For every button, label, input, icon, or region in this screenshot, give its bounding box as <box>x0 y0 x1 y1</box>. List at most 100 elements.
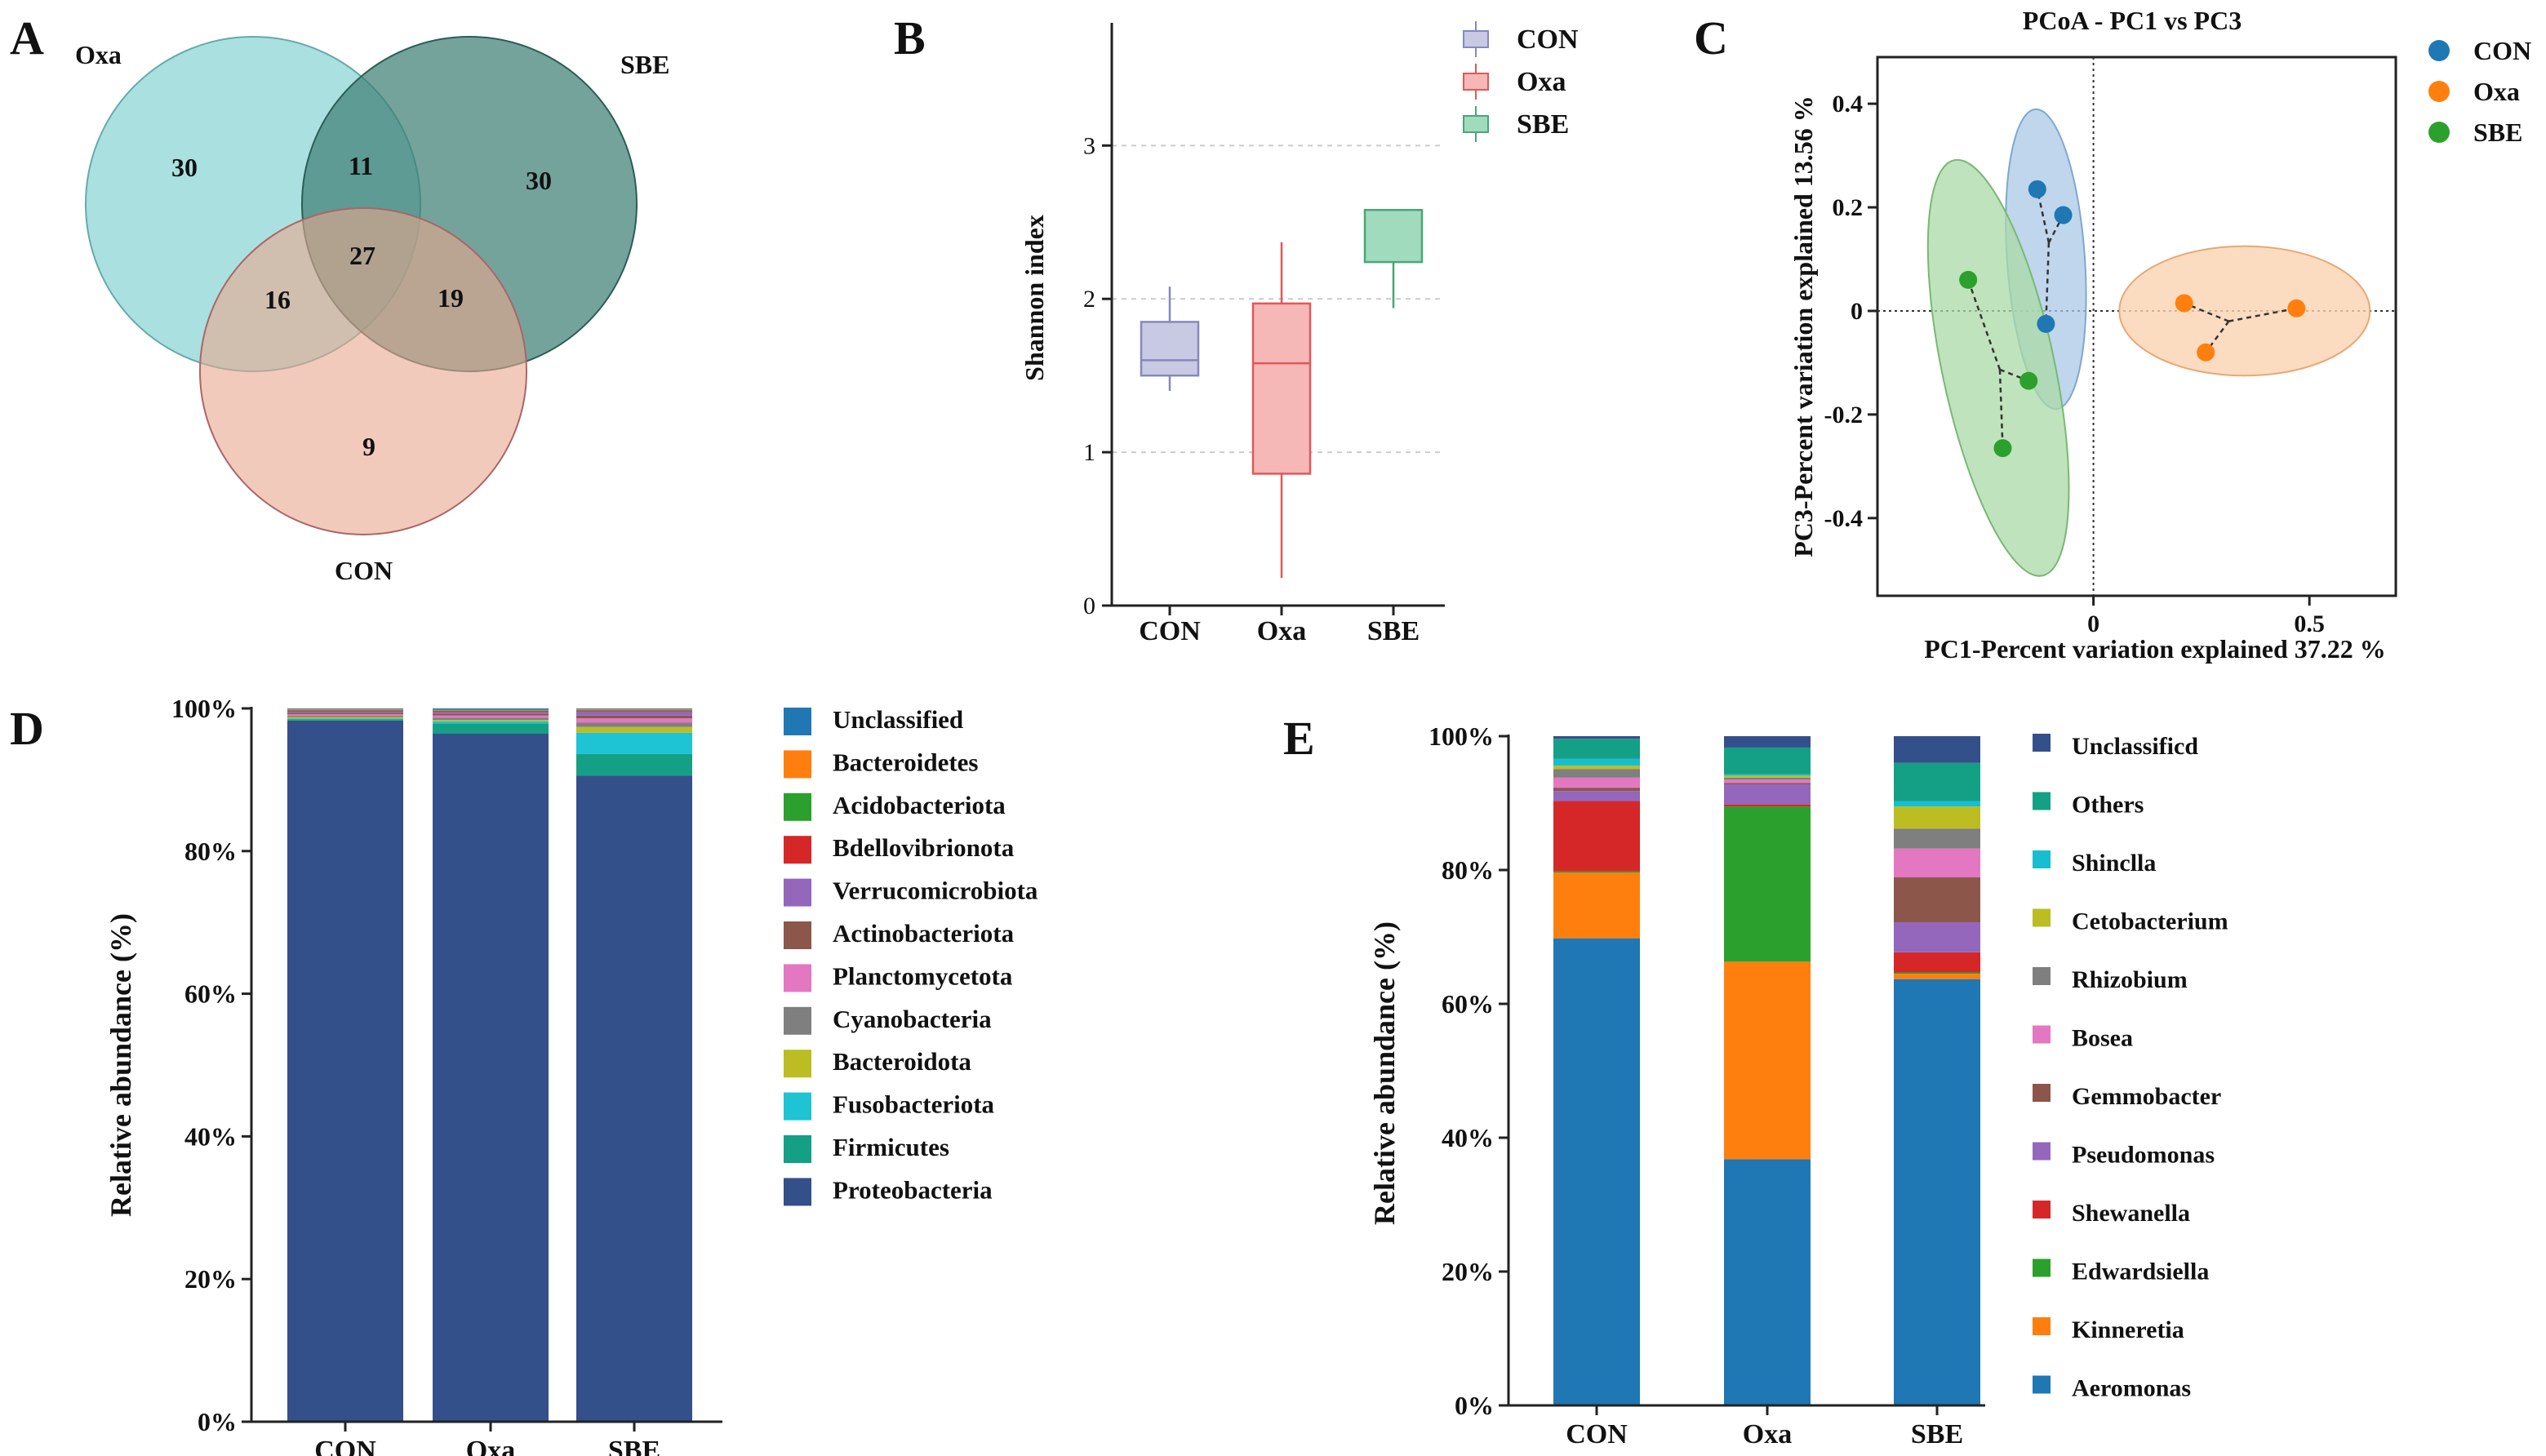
pcoa-centroid-line <box>1998 369 2004 449</box>
phylum-y-ticks: 0% 20% 40% 60% 80% 100% <box>171 694 251 1436</box>
phylum-y-tick-label: 0% <box>198 1407 237 1436</box>
genus-x-ticks: CON Oxa SBE <box>1566 1405 1963 1449</box>
genus-bar-segment-gemmobacter <box>1894 877 1980 922</box>
phylum-bar-segment-bacteroidetes <box>433 709 549 711</box>
phylum-bar-segment-bacteroidetes <box>287 708 403 710</box>
boxplot-x-tick-label: SBE <box>1367 616 1420 646</box>
boxplot-legend-label: Oxa <box>1517 67 1566 97</box>
venn-count-oxa-sbe: 11 <box>349 151 373 180</box>
phylum-legend-swatch <box>784 708 811 735</box>
phylum-legend-label: Actinobacteriota <box>833 919 1015 948</box>
genus-bar-segment-aeromonas <box>1724 1159 1811 1405</box>
phylum-bar-segment-cyanobacteria <box>433 717 549 720</box>
phylum-legend-label: Firmicutes <box>833 1133 949 1161</box>
phylum-bar-segment-proteobacteria <box>576 775 692 1422</box>
phylum-y-tick-label: 20% <box>184 1264 237 1294</box>
genus-legend-swatch <box>2033 908 2051 927</box>
genus-bar-segment-shinclla <box>1894 801 1980 807</box>
pcoa-ellipse-oxa <box>2118 245 2371 377</box>
pcoa-legend-label: Oxa <box>2473 77 2520 106</box>
pcoa-point-sbe <box>1993 439 2012 458</box>
pcoa-x-tick-label: 0 <box>2087 610 2099 637</box>
phylum-bar-segment-firmicutes <box>576 753 692 776</box>
phylum-legend-swatch <box>784 836 811 864</box>
phylum-bar-segment-unclassified <box>287 708 403 709</box>
phylum-y-tick-label: 40% <box>184 1121 237 1151</box>
pcoa-y-label: PC3-Percent variation explained 13.56 % <box>1788 95 1818 557</box>
pcoa-legend: CON Oxa SBE <box>2428 36 2531 147</box>
phylum-legend-label: Verrucomicrobiota <box>833 877 1038 905</box>
genus-bar-segment-kinneretia <box>1553 872 1640 939</box>
pcoa-centroid-line <box>2045 242 2051 324</box>
genus-bar-segment-aeromonas <box>1894 979 1980 1405</box>
genus-legend-swatch <box>2033 1201 2051 1219</box>
pcoa-points <box>1959 180 2306 458</box>
pcoa-point-sbe <box>2019 371 2038 390</box>
genus-legend-swatch <box>2033 734 2051 752</box>
pcoa-y-tick-label: -0.4 <box>1824 505 1864 532</box>
phylum-bar-segment-unclassified <box>576 708 692 709</box>
panel-b-letter: B <box>894 11 926 64</box>
phylum-legend-swatch <box>784 1050 811 1078</box>
pcoa-x-tick-label: 0.5 <box>2294 610 2325 637</box>
phylum-bar-segment-bdellovibrionota <box>433 711 549 712</box>
genus-bars <box>1553 736 1980 1405</box>
phylum-legend-swatch <box>784 1135 811 1163</box>
phylum-legend-label: Fusobacteriota <box>833 1090 995 1119</box>
pcoa-legend-marker <box>2428 122 2450 143</box>
genus-legend-label: Kinneretia <box>2072 1316 2184 1343</box>
panel-c-pcoa: C PCoA - PC1 vs PC3 0.40.20-0.2-0.4 0 0.5… <box>1694 6 2531 664</box>
genus-legend-label: Others <box>2072 792 2144 819</box>
genus-bar-segment-shewanella <box>1724 804 1811 807</box>
pcoa-point-con <box>2028 180 2046 198</box>
genus-bar-segment-pseudomonas <box>1724 784 1811 805</box>
genus-bar-segment-shinclla <box>1724 774 1811 776</box>
genus-bar-segment-gemmobacter <box>1724 783 1811 785</box>
phylum-bar-segment-cyanobacteria <box>287 715 403 717</box>
genus-y-tick-label: 20% <box>1442 1257 1494 1286</box>
genus-bar-segment-kinneretia <box>1724 961 1811 1160</box>
phylum-x-tick-label: SBE <box>608 1436 660 1456</box>
phylum-bar-segment-bacteroidetes <box>576 708 692 710</box>
genus-legend-swatch <box>2033 1025 2051 1044</box>
phylum-bar-segment-fusobacteriota <box>576 732 692 754</box>
boxplot-y-tick-label: 1 <box>1083 439 1095 466</box>
boxplot-marks <box>1140 208 1424 579</box>
genus-legend-swatch <box>2033 1142 2051 1161</box>
genus-bar-segment-rhizobium <box>1894 828 1980 849</box>
boxplot-legend-label: SBE <box>1517 109 1569 140</box>
venn-count-oxa-only: 30 <box>171 153 198 182</box>
genus-legend-label: Unclassificd <box>2072 733 2198 760</box>
genus-legend-swatch <box>2033 792 2051 810</box>
phylum-bar-segment-firmicutes <box>433 723 549 734</box>
genus-legend-label: Aeromonas <box>2072 1375 2191 1402</box>
boxplot-x-tick-label: Oxa <box>1257 616 1306 646</box>
pcoa-y-tick-label: 0 <box>1851 298 1863 325</box>
phylum-legend-swatch <box>784 1178 811 1206</box>
phylum-legend-label: Bacteroidota <box>833 1047 971 1076</box>
panel-b-boxplot: B Shannon index 0 1 2 3 CON Oxa SBE CON Oxa SBE <box>894 11 1579 646</box>
genus-bar-segment-cetobacterium <box>1724 775 1811 778</box>
phylum-legend: Unclassified Bacteroidetes Acidobacteriota… <box>784 705 1038 1206</box>
genus-bar-segment-pseudomonas <box>1553 791 1640 801</box>
genus-legend-swatch <box>2033 1317 2051 1335</box>
genus-bar-segment-shinclla <box>1553 758 1640 766</box>
genus-legend-swatch <box>2033 850 2051 868</box>
phylum-legend-label: Bacteroidetes <box>833 748 978 776</box>
pcoa-legend-label: SBE <box>2473 118 2522 147</box>
genus-bar-segment-bosea <box>1553 777 1640 788</box>
genus-x-tick-label: CON <box>1566 1419 1628 1449</box>
venn-label-oxa: Oxa <box>75 40 122 69</box>
genus-x-tick-label: Oxa <box>1743 1419 1792 1449</box>
phylum-bar-segment-acidobacteriota <box>433 710 549 712</box>
genus-bar-segment-kinneretia <box>1894 974 1980 979</box>
genus-bar-segment-pseudomonas <box>1894 921 1980 952</box>
genus-bar-segment-others <box>1553 739 1640 759</box>
boxplot-box <box>1140 321 1200 377</box>
phylum-bar-segment-bdellovibrionota <box>576 710 692 712</box>
genus-bar-segment-rhizobium <box>1553 769 1640 778</box>
genus-y-tick-label: 60% <box>1442 989 1494 1019</box>
boxplot-y-tick-label: 0 <box>1083 593 1095 619</box>
phylum-y-tick-label: 100% <box>171 694 237 723</box>
genus-legend-label: Shinclla <box>2072 850 2156 877</box>
